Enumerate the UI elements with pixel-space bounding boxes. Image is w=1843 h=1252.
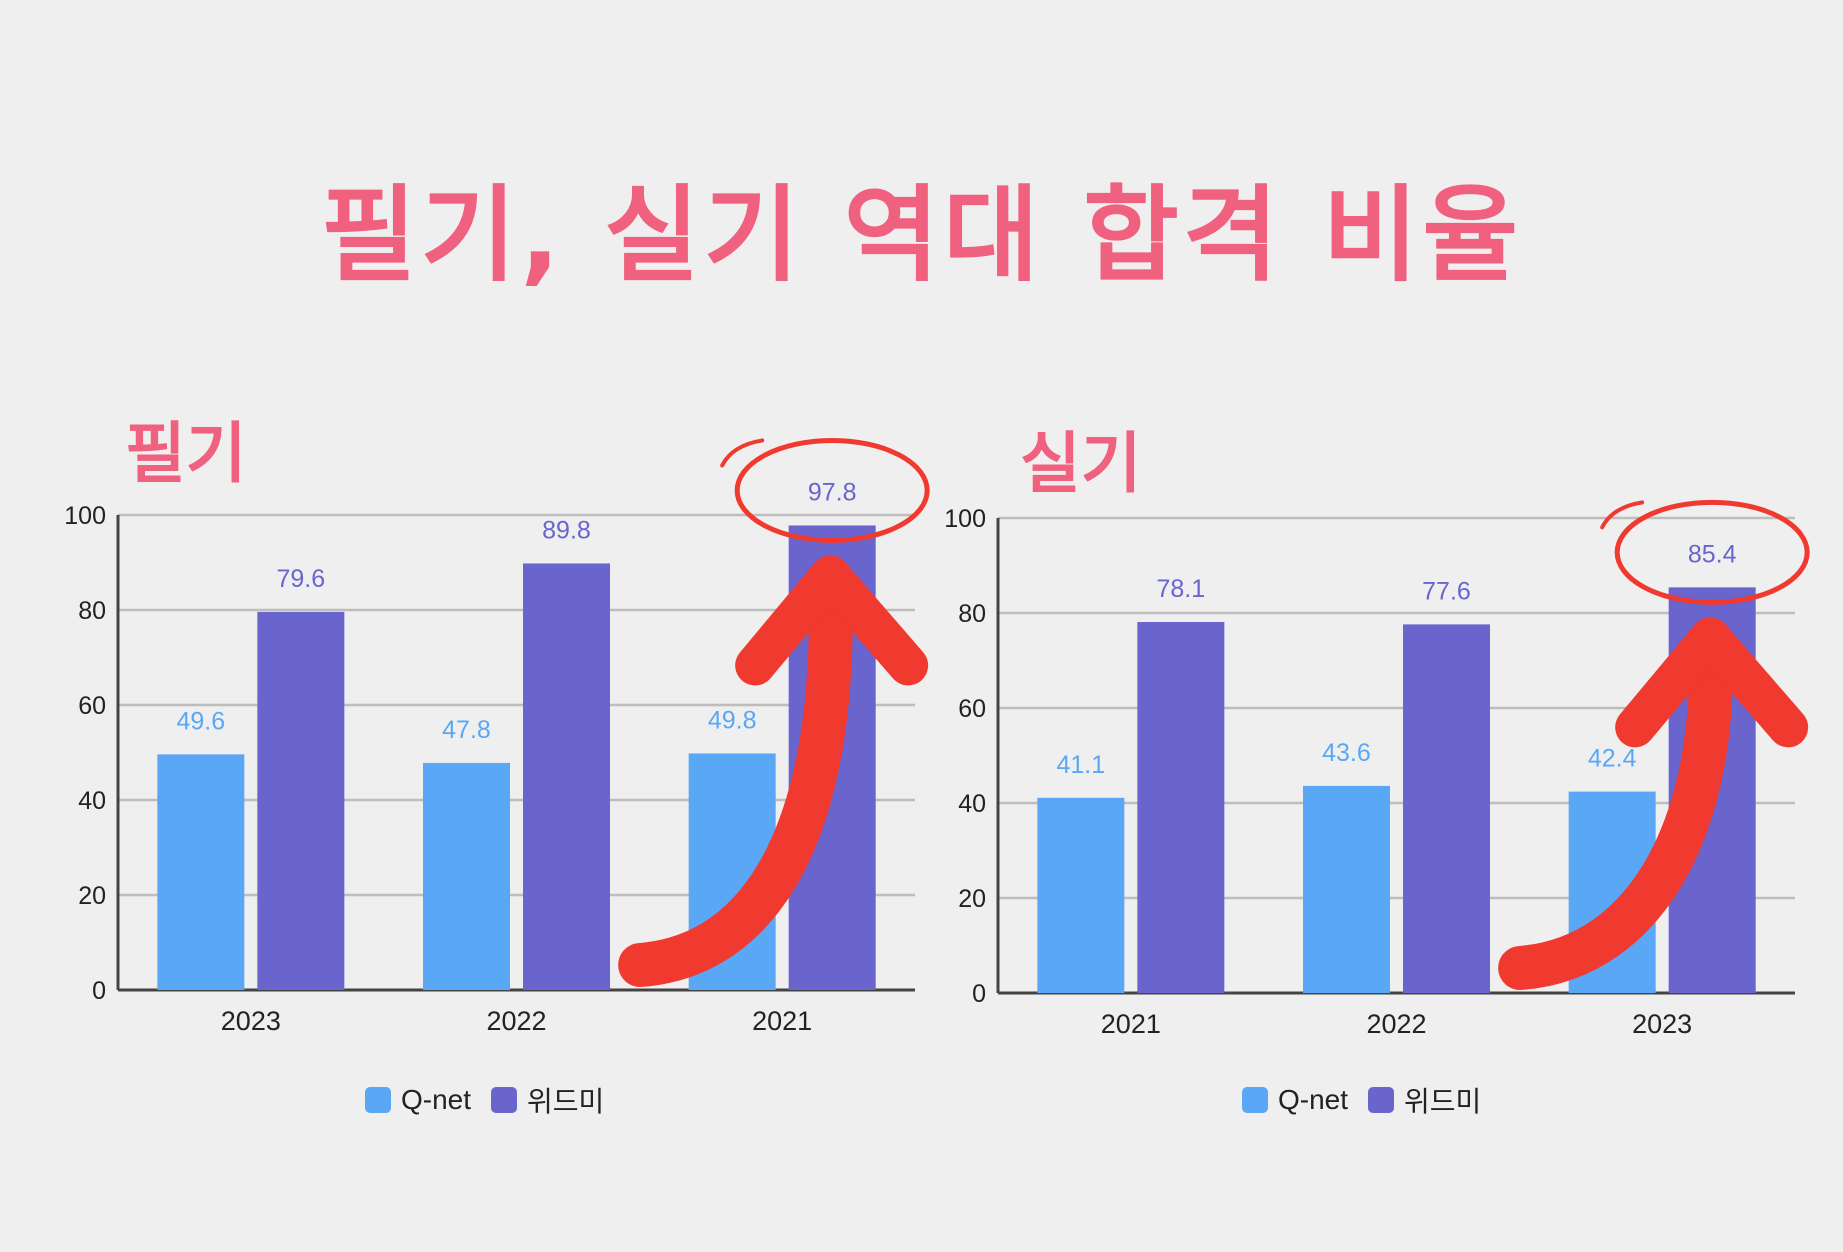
practical-exam-legend: Q-net 위드미 [1242,1080,1501,1120]
legend-label-widmi: 위드미 [1404,1086,1482,1117]
data-label: 89.8 [542,516,591,544]
practical-exam-bar-chart: 0 20 40 60 80 100 41.1 78.1 2021 43.6 77.6 2022 42.4… [944,499,1810,1039]
bar-widmi [257,611,345,990]
written-exam-chart-panel: 필기 0 20 40 60 80 100 49.6 79.6 2023 47.8 89.8 2022 4… [0,390,930,1150]
data-label: 47.8 [442,716,491,744]
highlight-arrow-shaft [618,558,853,987]
x-tick-label: 2022 [1366,1009,1426,1039]
legend-item-widmi: 위드미 [491,1080,604,1120]
highlight-circle [734,437,930,543]
data-label: 78.1 [1156,575,1205,603]
data-label: 49.8 [708,706,757,734]
bar-qnet [1037,797,1125,993]
y-tick-label: 60 [78,692,106,720]
highlight-annotation [1498,499,1810,990]
x-tick-label: 2023 [1632,1009,1692,1039]
written-exam-legend: Q-net 위드미 [365,1080,624,1120]
legend-item-qnet: Q-net [365,1084,471,1116]
data-label: 43.6 [1322,739,1371,767]
x-tick-label: 2023 [221,1006,281,1036]
x-tick-label: 2022 [486,1006,546,1036]
legend-swatch-widmi [1368,1087,1395,1113]
data-label: 42.4 [1588,745,1637,773]
y-tick-label: 20 [958,885,986,913]
data-label: 49.6 [176,707,225,735]
practical-exam-chart-panel: 실기 0 20 40 60 80 100 41.1 78.1 2021 43.6 77.6 2022 4… [880,390,1810,1150]
highlight-circle-tail [720,438,765,468]
highlight-circle [1614,499,1810,605]
bar-widmi [1137,622,1225,993]
highlight-arrow-head [735,555,929,686]
legend-label-widmi: 위드미 [527,1086,605,1117]
bar-qnet [1303,785,1390,993]
highlight-annotation [618,437,930,987]
y-tick-label: 20 [78,882,106,910]
legend-swatch-qnet [365,1087,391,1113]
y-tick-label: 80 [958,600,986,628]
bar-widmi [1403,624,1490,993]
y-tick-label: 40 [958,790,986,818]
page-title: 필기, 실기 역대 합격 비율 [320,174,1523,296]
data-label: 79.6 [276,565,325,593]
y-tick-label: 60 [958,695,986,723]
practical-exam-chart-title: 실기 [1020,425,1142,502]
data-label: 85.4 [1688,540,1737,568]
y-tick-label: 0 [972,980,986,1008]
legend-label-qnet: Q-net [1278,1084,1349,1115]
y-tick-label: 80 [78,597,106,625]
data-label: 97.8 [808,478,857,506]
y-tick-label: 0 [92,977,106,1005]
x-tick-label: 2021 [1101,1009,1161,1039]
highlight-arrow-shaft [1498,620,1733,990]
y-tick-label: 100 [64,502,106,530]
bar-qnet [423,762,510,990]
highlight-circle-tail [1600,500,1645,530]
legend-swatch-qnet [1242,1087,1268,1113]
bar-widmi [523,563,610,990]
data-label: 77.6 [1422,577,1471,605]
legend-swatch-widmi [491,1087,518,1113]
x-tick-label: 2021 [752,1006,812,1036]
written-exam-bar-chart: 0 20 40 60 80 100 49.6 79.6 2023 47.8 89.8 2022 49.8… [64,437,930,1036]
legend-item-qnet: Q-net [1242,1084,1348,1116]
y-tick-label: 100 [944,505,986,533]
legend-label-qnet: Q-net [401,1084,472,1115]
data-label: 41.1 [1056,751,1105,779]
legend-item-widmi: 위드미 [1368,1080,1481,1120]
y-tick-label: 40 [78,787,106,815]
written-exam-chart-title: 필기 [125,415,247,492]
bar-qnet [157,754,245,990]
highlight-arrow-head [1615,617,1809,748]
